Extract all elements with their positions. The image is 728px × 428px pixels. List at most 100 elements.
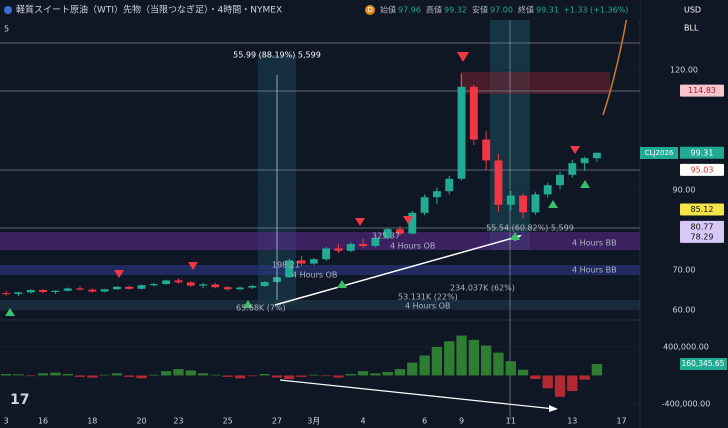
histogram-bar — [0, 374, 12, 376]
value-tag-text: 160,345.65 — [682, 359, 725, 368]
candle-body — [199, 284, 208, 286]
histogram-bar — [579, 375, 590, 380]
candle-body — [39, 290, 48, 292]
price-tag-text: 95.03 — [691, 165, 714, 174]
price-tag-text: 114.83 — [688, 86, 716, 95]
candle-body — [186, 282, 195, 286]
candle-body — [396, 229, 404, 234]
order-block — [0, 300, 640, 310]
volume-label: 325.37 — [372, 232, 400, 241]
price-tag — [680, 163, 724, 176]
candle-body — [494, 160, 503, 205]
candle-body — [125, 286, 134, 289]
histogram-bar — [197, 373, 209, 376]
histogram-bar — [308, 374, 320, 376]
price-tag — [680, 203, 724, 216]
symbol-tag-text: CLJ2026 — [645, 149, 674, 157]
interval: 5 — [4, 25, 9, 34]
candle-body — [543, 185, 552, 195]
histogram-bar — [357, 371, 369, 376]
ohlc-value: 99.32 — [444, 6, 467, 15]
candle-body — [469, 86, 478, 140]
candle-body — [531, 194, 540, 213]
histogram-bar — [13, 374, 24, 376]
candle-body — [445, 178, 454, 192]
x-tick-label: 27 — [272, 417, 282, 426]
candle-body — [371, 238, 380, 246]
candle-body — [297, 260, 306, 264]
measure-label: 55.54 (60.82%) 5,599 — [486, 224, 574, 233]
volume-label: 65.68K (7%) — [236, 304, 286, 313]
ohlc-value: 99.31 — [536, 6, 559, 15]
candle-body — [149, 284, 158, 286]
histogram-bar — [505, 361, 516, 376]
y-tick-label: 400,000.00 — [663, 342, 709, 351]
candle-body — [457, 86, 466, 179]
histogram-bar — [382, 371, 393, 376]
buy-signal — [580, 180, 590, 188]
y-tick-label: 60.00 — [673, 306, 696, 315]
badge — [365, 5, 375, 15]
y-tick-label: 120.00 — [670, 66, 698, 75]
histogram-bar — [456, 335, 467, 376]
bb-label: 4 Hours BB — [572, 266, 617, 275]
badge-text: D — [367, 6, 372, 14]
buy-signal — [243, 300, 253, 308]
volume-label: 53.131K (22%) — [398, 293, 458, 302]
ohlc-readout: 始値 97.96 高値 99.32 安値 97.00 終値 99.31 — [380, 5, 559, 15]
histogram-bar — [173, 369, 184, 376]
price-tag-text: 99.31 — [691, 148, 714, 157]
price-tag — [680, 146, 724, 159]
candle-body — [162, 280, 171, 284]
candle-body — [112, 286, 121, 290]
measure-label: 55.99 (88.19%) 5,599 — [233, 51, 321, 60]
x-tick-label: 20 — [136, 417, 146, 426]
sell-signal — [403, 216, 413, 224]
value-tag — [680, 358, 727, 371]
x-tick-label: 23 — [173, 417, 183, 426]
candle-body — [76, 288, 84, 290]
histogram-bar — [111, 373, 123, 376]
histogram-bar — [591, 364, 603, 376]
histogram-bar — [419, 355, 430, 376]
histogram-bar — [160, 371, 172, 376]
histogram-bar — [234, 375, 246, 379]
x-tick-label: 3月 — [307, 417, 320, 426]
trend-arrow — [279, 379, 556, 410]
histogram-bar — [407, 362, 418, 376]
ohlc-label: 終値 — [518, 5, 534, 15]
candle-body — [346, 244, 355, 251]
price-tag — [680, 84, 724, 97]
histogram-bar — [480, 345, 492, 376]
candle-body — [211, 284, 220, 288]
symbol-tag — [640, 147, 678, 159]
candle-body — [592, 152, 601, 159]
ob-label: 4 Hours OB — [390, 242, 435, 251]
candle-body — [309, 259, 318, 264]
ob-label: 4 Hours OB — [292, 271, 337, 280]
histogram-bar — [50, 372, 61, 376]
candle-body — [100, 289, 109, 292]
sell-signal — [457, 52, 469, 62]
header-bar — [0, 0, 640, 20]
y-tick-label: 70.00 — [673, 266, 696, 275]
histogram-bar — [124, 375, 135, 377]
price-tag-text: 78.29 — [691, 232, 714, 241]
plot — [0, 69, 640, 405]
histogram-bar — [517, 369, 529, 376]
candle-body — [174, 280, 183, 283]
volume-label: 198.21 — [272, 261, 300, 270]
candle-body — [260, 282, 269, 286]
histogram-bar — [444, 341, 455, 376]
price-tag — [680, 230, 724, 243]
histogram-bar — [284, 375, 295, 380]
histogram-bar — [554, 375, 566, 397]
histogram-bar — [222, 375, 233, 377]
histogram-bar — [320, 375, 332, 377]
buy-signal — [5, 308, 15, 316]
histogram-bar — [185, 370, 196, 376]
candle-body — [223, 287, 232, 290]
candle-body — [26, 290, 35, 293]
